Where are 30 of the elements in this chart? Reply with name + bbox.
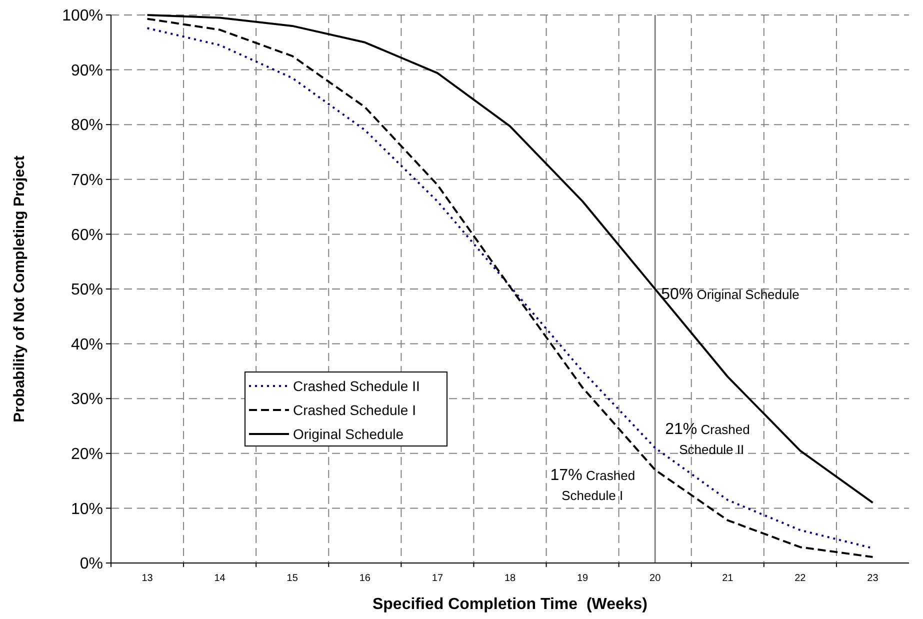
x-tick-label: 19 xyxy=(576,573,589,584)
legend-label: Crashed Schedule I xyxy=(293,402,416,418)
x-tick-label: 18 xyxy=(504,573,516,584)
x-tick-label: 21 xyxy=(722,573,734,584)
y-tick-label: 20% xyxy=(70,446,103,463)
x-tick-label: 17 xyxy=(432,573,444,584)
x-tick-label: 23 xyxy=(867,573,879,584)
y-tick-label: 30% xyxy=(70,391,103,408)
y-tick-label: 90% xyxy=(70,62,103,80)
y-tick-label: 60% xyxy=(70,226,103,244)
annotation: 17% Crashed Schedule I xyxy=(550,466,636,503)
y-tick-label: 10% xyxy=(70,500,103,518)
y-tick-label: 40% xyxy=(70,336,103,354)
x-tick-label: 14 xyxy=(214,573,226,584)
y-tick-label: 100% xyxy=(62,8,103,25)
y-tick-label: 70% xyxy=(70,172,103,189)
y-axis-title: Probability of Not Completing Project xyxy=(11,156,28,422)
x-tick-label: 16 xyxy=(359,573,371,584)
legend-label: Crashed Schedule II xyxy=(293,378,420,394)
x-tick-label: 22 xyxy=(794,573,806,584)
x-tick-label: 15 xyxy=(286,573,298,584)
legend-label: Original Schedule xyxy=(293,426,404,442)
annotation: 21% Crashed Schedule II xyxy=(665,420,750,457)
y-tick-label: 0% xyxy=(80,556,103,573)
x-tick-label: 13 xyxy=(142,573,154,584)
x-axis-title: Specified Completion Time (Weeks) xyxy=(372,596,648,613)
y-tick-label: 50% xyxy=(70,282,103,299)
y-tick-label: 80% xyxy=(70,117,103,134)
annotation: 50% Original Schedule xyxy=(661,286,800,303)
x-tick-label: 20 xyxy=(650,573,662,584)
